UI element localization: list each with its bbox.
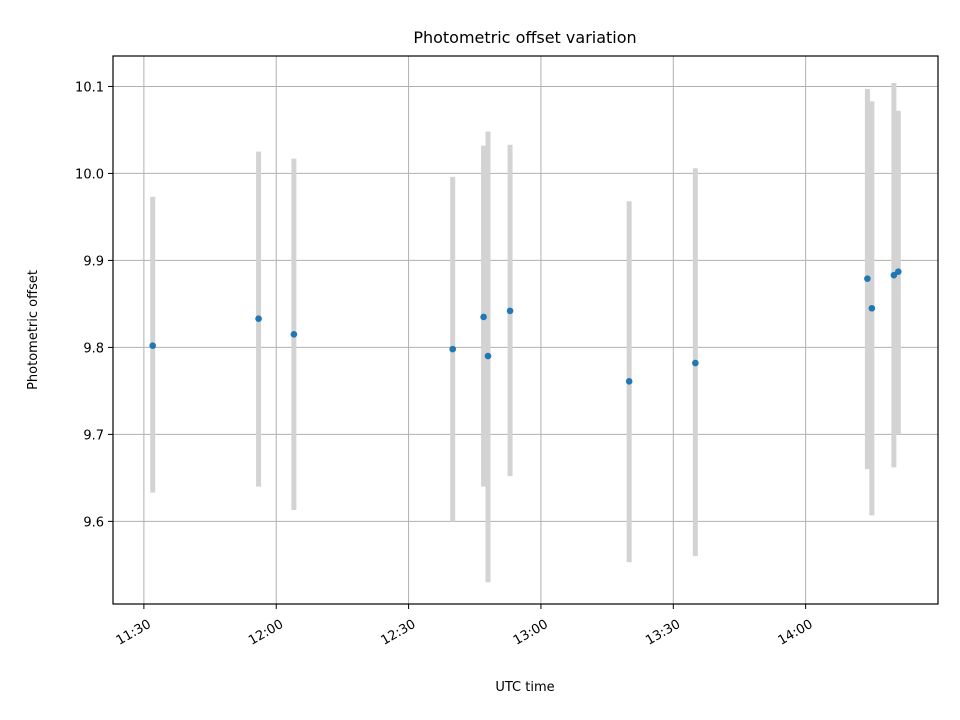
x-tick-label: 13:30 <box>643 617 683 649</box>
plot-frame <box>112 55 939 605</box>
data-point <box>894 268 902 276</box>
data-point <box>506 307 514 315</box>
y-tick-label: 10.1 <box>75 80 104 95</box>
data-points <box>149 268 902 385</box>
data-point <box>449 345 457 353</box>
x-tick-label: 11:30 <box>114 617 154 649</box>
x-tick-label: 12:00 <box>246 617 286 649</box>
data-point <box>890 271 898 279</box>
x-tick-label: 13:00 <box>511 617 551 649</box>
x-tick-label: 12:30 <box>379 617 419 649</box>
y-axis-label: Photometric offset <box>26 270 41 390</box>
error-bars <box>150 82 901 583</box>
y-axis: 9.6 9.7 9.8 9.9 10.0 10.1 <box>75 80 113 530</box>
y-tick-label: 9.9 <box>83 254 104 269</box>
data-point <box>290 331 298 338</box>
y-tick-label: 9.8 <box>83 341 104 356</box>
x-tick-label: 14:00 <box>776 617 816 649</box>
data-point <box>255 315 262 322</box>
data-point <box>864 275 871 282</box>
y-tick-label: 9.6 <box>83 515 104 530</box>
data-point <box>692 359 699 367</box>
x-axis: 11:30 12:00 12:30 13:00 13:30 14:00 <box>114 604 816 649</box>
y-tick-label: 10.0 <box>75 167 104 182</box>
data-point <box>480 313 487 321</box>
chart-title: Photometric offset variation <box>413 28 636 47</box>
x-axis-label: UTC time <box>495 680 554 695</box>
data-point <box>149 342 157 349</box>
grid <box>113 56 938 604</box>
data-point <box>868 304 876 312</box>
y-tick-label: 9.7 <box>83 428 104 443</box>
data-point <box>625 378 633 385</box>
data-point <box>484 352 492 360</box>
